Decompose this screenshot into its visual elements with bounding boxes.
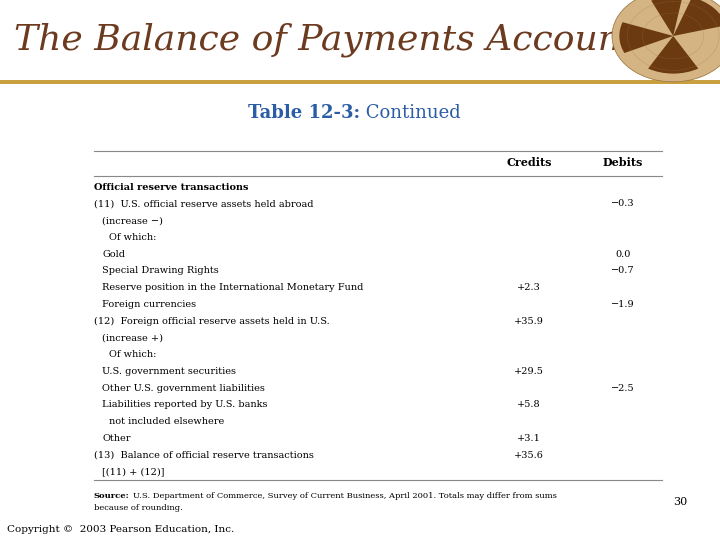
Text: U.S. Department of Commerce, Survey of Current Business, April 2001. Totals may : U.S. Department of Commerce, Survey of C…	[133, 492, 557, 500]
Text: Source:: Source:	[94, 492, 130, 500]
Text: (13)  Balance of official reserve transactions: (13) Balance of official reserve transac…	[94, 450, 313, 460]
Text: [(11) + (12)]: [(11) + (12)]	[102, 467, 165, 476]
Text: Of which:: Of which:	[109, 350, 157, 359]
Text: Copyright ©  2003 Pearson Education, Inc.: Copyright © 2003 Pearson Education, Inc.	[7, 524, 235, 534]
Text: Of which:: Of which:	[109, 233, 157, 242]
Text: Credits: Credits	[506, 157, 552, 167]
Text: +5.8: +5.8	[518, 400, 541, 409]
Wedge shape	[619, 22, 673, 53]
Text: (12)  Foreign official reserve assets held in U.S.: (12) Foreign official reserve assets hel…	[94, 316, 329, 326]
Text: Liabilities reported by U.S. banks: Liabilities reported by U.S. banks	[102, 400, 268, 409]
Text: +35.6: +35.6	[514, 450, 544, 460]
Text: not included elsewhere: not included elsewhere	[109, 417, 225, 426]
Text: −2.5: −2.5	[611, 383, 634, 393]
Text: +2.3: +2.3	[517, 283, 541, 292]
Circle shape	[612, 0, 720, 82]
Text: 30: 30	[673, 497, 688, 508]
Text: Reserve position in the International Monetary Fund: Reserve position in the International Mo…	[102, 283, 364, 292]
Wedge shape	[648, 36, 698, 73]
Text: Debits: Debits	[603, 157, 643, 167]
Text: −1.9: −1.9	[611, 300, 634, 309]
Text: Other U.S. government liabilities: Other U.S. government liabilities	[102, 383, 265, 393]
Text: Table 12-3:: Table 12-3:	[248, 104, 360, 123]
Text: Official reserve transactions: Official reserve transactions	[94, 183, 248, 192]
Text: Foreign currencies: Foreign currencies	[102, 300, 197, 309]
Text: Other: Other	[102, 434, 131, 443]
Text: 0.0: 0.0	[615, 249, 631, 259]
Text: +3.1: +3.1	[517, 434, 541, 443]
Text: Special Drawing Rights: Special Drawing Rights	[102, 266, 219, 275]
Text: Continued: Continued	[360, 104, 461, 123]
Text: +35.9: +35.9	[514, 316, 544, 326]
Text: (11)  U.S. official reserve assets held abroad: (11) U.S. official reserve assets held a…	[94, 199, 313, 208]
Text: Gold: Gold	[102, 249, 125, 259]
Wedge shape	[651, 0, 683, 36]
Text: −0.7: −0.7	[611, 266, 634, 275]
Text: because of rounding.: because of rounding.	[94, 504, 182, 512]
Text: (increase −): (increase −)	[102, 216, 163, 225]
Text: −0.3: −0.3	[611, 199, 634, 208]
Text: (increase +): (increase +)	[102, 333, 163, 342]
Text: The Balance of Payments Accounts: The Balance of Payments Accounts	[14, 23, 654, 57]
Text: +29.5: +29.5	[514, 367, 544, 376]
FancyBboxPatch shape	[0, 80, 720, 84]
Wedge shape	[673, 0, 720, 36]
Text: U.S. government securities: U.S. government securities	[102, 367, 236, 376]
